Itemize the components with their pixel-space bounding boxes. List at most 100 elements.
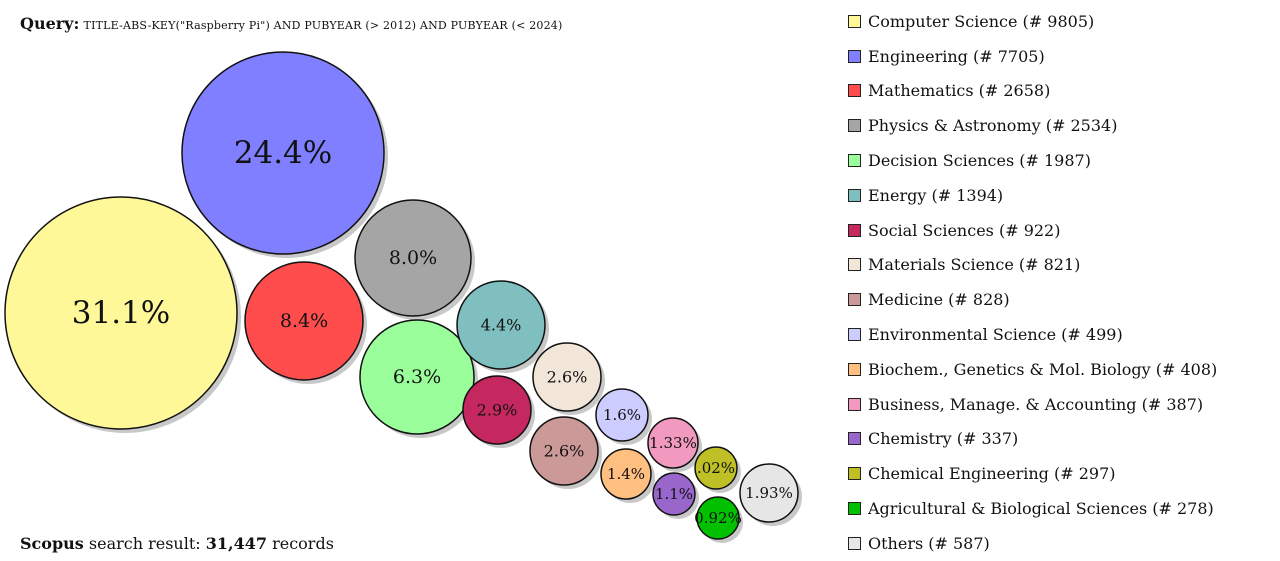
bubble-label-energy: 4.4% (481, 316, 522, 335)
legend-swatch-environmental-science (848, 328, 861, 342)
legend-item-energy: Energy (# 1394) (848, 178, 1217, 213)
bubble-group-materials-science: 2.6% (532, 342, 605, 415)
bubble-chemistry (652, 472, 696, 516)
bubble-group-engineering: 24.4% (181, 51, 388, 258)
legend-label-others: Others (# 587) (868, 533, 990, 553)
bubble-label-engineering: 24.4% (234, 135, 332, 171)
bubble-label-chemistry: 1.1% (655, 485, 693, 503)
query-text: TITLE-ABS-KEY("Raspberry Pi") AND PUBYEA… (83, 19, 563, 32)
bubble-label-physics-astronomy: 8.0% (389, 247, 437, 269)
legend-label-chemistry: Chemistry (# 337) (868, 429, 1019, 449)
bubble-chart: 31.1% 24.4% 8.4% 8.0% 6.3% 4.4% 2.9% 2.6% 2.6% 1.… (4, 51, 802, 543)
bubble-biochem-genetics-mol-biology (600, 448, 652, 500)
bubble-label-biochem-genetics-mol-biology: 1.4% (607, 465, 645, 483)
footer-source: Scopus (20, 534, 84, 553)
bubble-materials-science (532, 342, 602, 412)
legend-label-materials-science: Materials Science (# 821) (868, 255, 1081, 275)
bubble-group-agricultural-biological-sciences: 0.92% (694, 496, 743, 543)
legend-swatch-chemistry (848, 432, 861, 446)
legend-item-biochem-genetics-mol-biology: Biochem., Genetics & Mol. Biology (# 408… (848, 352, 1217, 387)
legend-swatch-materials-science (848, 258, 861, 272)
bubble-business-manage-accounting (647, 417, 699, 469)
bubble-computer-science (4, 196, 238, 430)
footer-text-after: records (267, 534, 334, 553)
legend-swatch-medicine (848, 293, 861, 307)
bubble-chemical-engineering (694, 446, 738, 490)
bubble-label-computer-science: 31.1% (72, 295, 170, 331)
bubble-label-agricultural-biological-sciences: 0.92% (694, 509, 742, 527)
bubble-label-medicine: 2.6% (544, 442, 585, 461)
legend-swatch-business-manage-accounting (848, 397, 861, 411)
legend-label-physics-astronomy: Physics & Astronomy (# 2534) (868, 116, 1118, 136)
bubble-label-materials-science: 2.6% (547, 368, 588, 387)
bubble-group-physics-astronomy: 8.0% (354, 199, 475, 320)
bubble-label-mathematics: 8.4% (280, 310, 328, 332)
legend-swatch-energy (848, 188, 861, 202)
legend-item-chemical-engineering: Chemical Engineering (# 297) (848, 456, 1217, 491)
legend-label-decision-sciences: Decision Sciences (# 1987) (868, 151, 1091, 171)
bubble-mathematics (244, 261, 364, 381)
legend-label-energy: Energy (# 1394) (868, 185, 1004, 205)
legend-item-medicine: Medicine (# 828) (848, 282, 1217, 317)
bubble-group-mathematics: 8.4% (244, 261, 367, 384)
bubble-social-sciences (462, 375, 532, 445)
legend-swatch-biochem-genetics-mol-biology (848, 362, 861, 376)
bubble-group-decision-sciences: 6.3% (359, 319, 478, 438)
bubble-label-business-manage-accounting: 1.33% (649, 434, 697, 452)
legend-item-computer-science: Computer Science (# 9805) (848, 4, 1217, 39)
bubble-group-chemical-engineering: .02% (694, 446, 741, 493)
legend-label-chemical-engineering: Chemical Engineering (# 297) (868, 464, 1116, 484)
legend-label-biochem-genetics-mol-biology: Biochem., Genetics & Mol. Biology (# 408… (868, 359, 1218, 379)
legend-item-agricultural-biological-sciences: Agricultural & Biological Sciences (# 27… (848, 491, 1217, 526)
bubble-group-energy: 4.4% (456, 280, 549, 373)
legend-swatch-physics-astronomy (848, 119, 861, 133)
bubble-group-social-sciences: 2.9% (462, 375, 535, 448)
bubble-label-chemical-engineering: .02% (697, 459, 735, 477)
bubble-engineering (181, 51, 385, 255)
legend-item-chemistry: Chemistry (# 337) (848, 422, 1217, 457)
bubble-group-biochem-genetics-mol-biology: 1.4% (600, 448, 655, 503)
bubble-group-others: 1.93% (739, 463, 802, 526)
bubble-agricultural-biological-sciences (696, 496, 740, 540)
legend-item-mathematics: Mathematics (# 2658) (848, 74, 1217, 109)
legend-label-social-sciences: Social Sciences (# 922) (868, 220, 1061, 240)
legend-label-mathematics: Mathematics (# 2658) (868, 81, 1051, 101)
bubble-group-medicine: 2.6% (529, 416, 602, 489)
legend-label-computer-science: Computer Science (# 9805) (868, 11, 1095, 31)
footer-count: 31,447 (205, 534, 267, 553)
query-label: Query (20, 14, 74, 33)
bubble-medicine (529, 416, 599, 486)
legend-item-others: Others (# 587) (848, 526, 1217, 561)
legend-item-environmental-science: Environmental Science (# 499) (848, 317, 1217, 352)
legend-swatch-decision-sciences (848, 154, 861, 168)
bubble-label-environmental-science: 1.6% (603, 406, 641, 424)
footer-line: Scopus search result: 31,447 records (20, 534, 334, 553)
bubble-energy (456, 280, 546, 370)
bubble-environmental-science (595, 388, 649, 442)
bubble-group-environmental-science: 1.6% (595, 388, 652, 445)
legend-item-decision-sciences: Decision Sciences (# 1987) (848, 143, 1217, 178)
legend-swatch-social-sciences (848, 223, 861, 237)
footer-text-before: search result: (83, 534, 206, 553)
bubble-group-business-manage-accounting: 1.33% (647, 417, 702, 472)
legend-label-medicine: Medicine (# 828) (868, 290, 1010, 310)
legend-label-environmental-science: Environmental Science (# 499) (868, 325, 1123, 345)
legend-swatch-mathematics (848, 84, 861, 98)
legend-swatch-computer-science (848, 14, 861, 28)
legend-item-materials-science: Materials Science (# 821) (848, 248, 1217, 283)
legend-item-social-sciences: Social Sciences (# 922) (848, 213, 1217, 248)
bubble-group-chemistry: 1.1% (652, 472, 699, 519)
legend-swatch-agricultural-biological-sciences (848, 502, 861, 516)
legend-item-business-manage-accounting: Business, Manage. & Accounting (# 387) (848, 387, 1217, 422)
query-line: Query: TITLE-ABS-KEY("Raspberry Pi") AND… (20, 14, 563, 33)
legend-label-agricultural-biological-sciences: Agricultural & Biological Sciences (# 27… (868, 499, 1214, 519)
legend-label-business-manage-accounting: Business, Manage. & Accounting (# 387) (868, 394, 1204, 414)
bubble-label-social-sciences: 2.9% (477, 401, 518, 420)
query-separator: : (73, 14, 80, 33)
chart-legend: Computer Science (# 9805) Engineering (# … (848, 4, 1217, 561)
legend-item-engineering: Engineering (# 7705) (848, 39, 1217, 74)
bubble-others (739, 463, 799, 523)
legend-label-engineering: Engineering (# 7705) (868, 46, 1045, 66)
legend-swatch-others (848, 536, 861, 550)
